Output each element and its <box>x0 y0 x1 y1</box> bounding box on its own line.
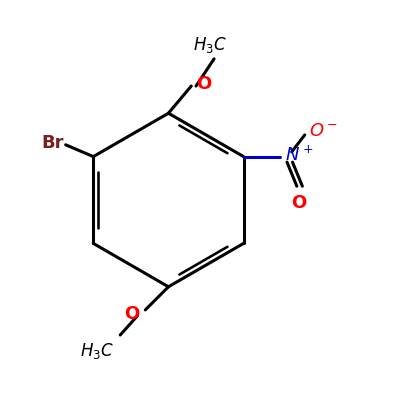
Text: $H_3C$: $H_3C$ <box>80 341 114 361</box>
Text: Br: Br <box>41 134 64 152</box>
Text: O: O <box>292 194 307 212</box>
Text: $O^-$: $O^-$ <box>309 122 338 140</box>
Text: O: O <box>196 75 211 93</box>
Text: $H_3C$: $H_3C$ <box>193 35 227 55</box>
Text: O: O <box>124 305 139 323</box>
Text: $N^+$: $N^+$ <box>285 145 314 164</box>
